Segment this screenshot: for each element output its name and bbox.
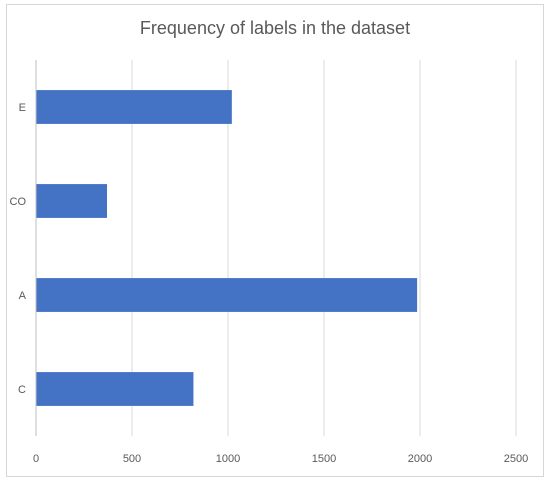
- x-tick-label: 2000: [408, 453, 432, 465]
- x-tick-label: 1500: [312, 453, 336, 465]
- chart-title: Frequency of labels in the dataset: [139, 18, 411, 38]
- bars: [36, 90, 418, 406]
- y-tick-label: A: [19, 290, 27, 302]
- y-tick-label: CO: [10, 196, 27, 208]
- bar-c: [36, 372, 194, 406]
- y-tick-label: E: [19, 102, 26, 114]
- x-tick-label: 0: [33, 453, 39, 465]
- x-tick-label: 1000: [216, 453, 240, 465]
- bar-e: [36, 90, 232, 124]
- y-tick-label: C: [18, 384, 26, 396]
- x-tick-label: 500: [123, 453, 141, 465]
- bar-co: [36, 184, 108, 218]
- bar-a: [36, 278, 418, 312]
- tick-labels: 0 500 1000 1500 2000 2500 E CO A C: [10, 102, 529, 465]
- x-tick-label: 2500: [504, 453, 528, 465]
